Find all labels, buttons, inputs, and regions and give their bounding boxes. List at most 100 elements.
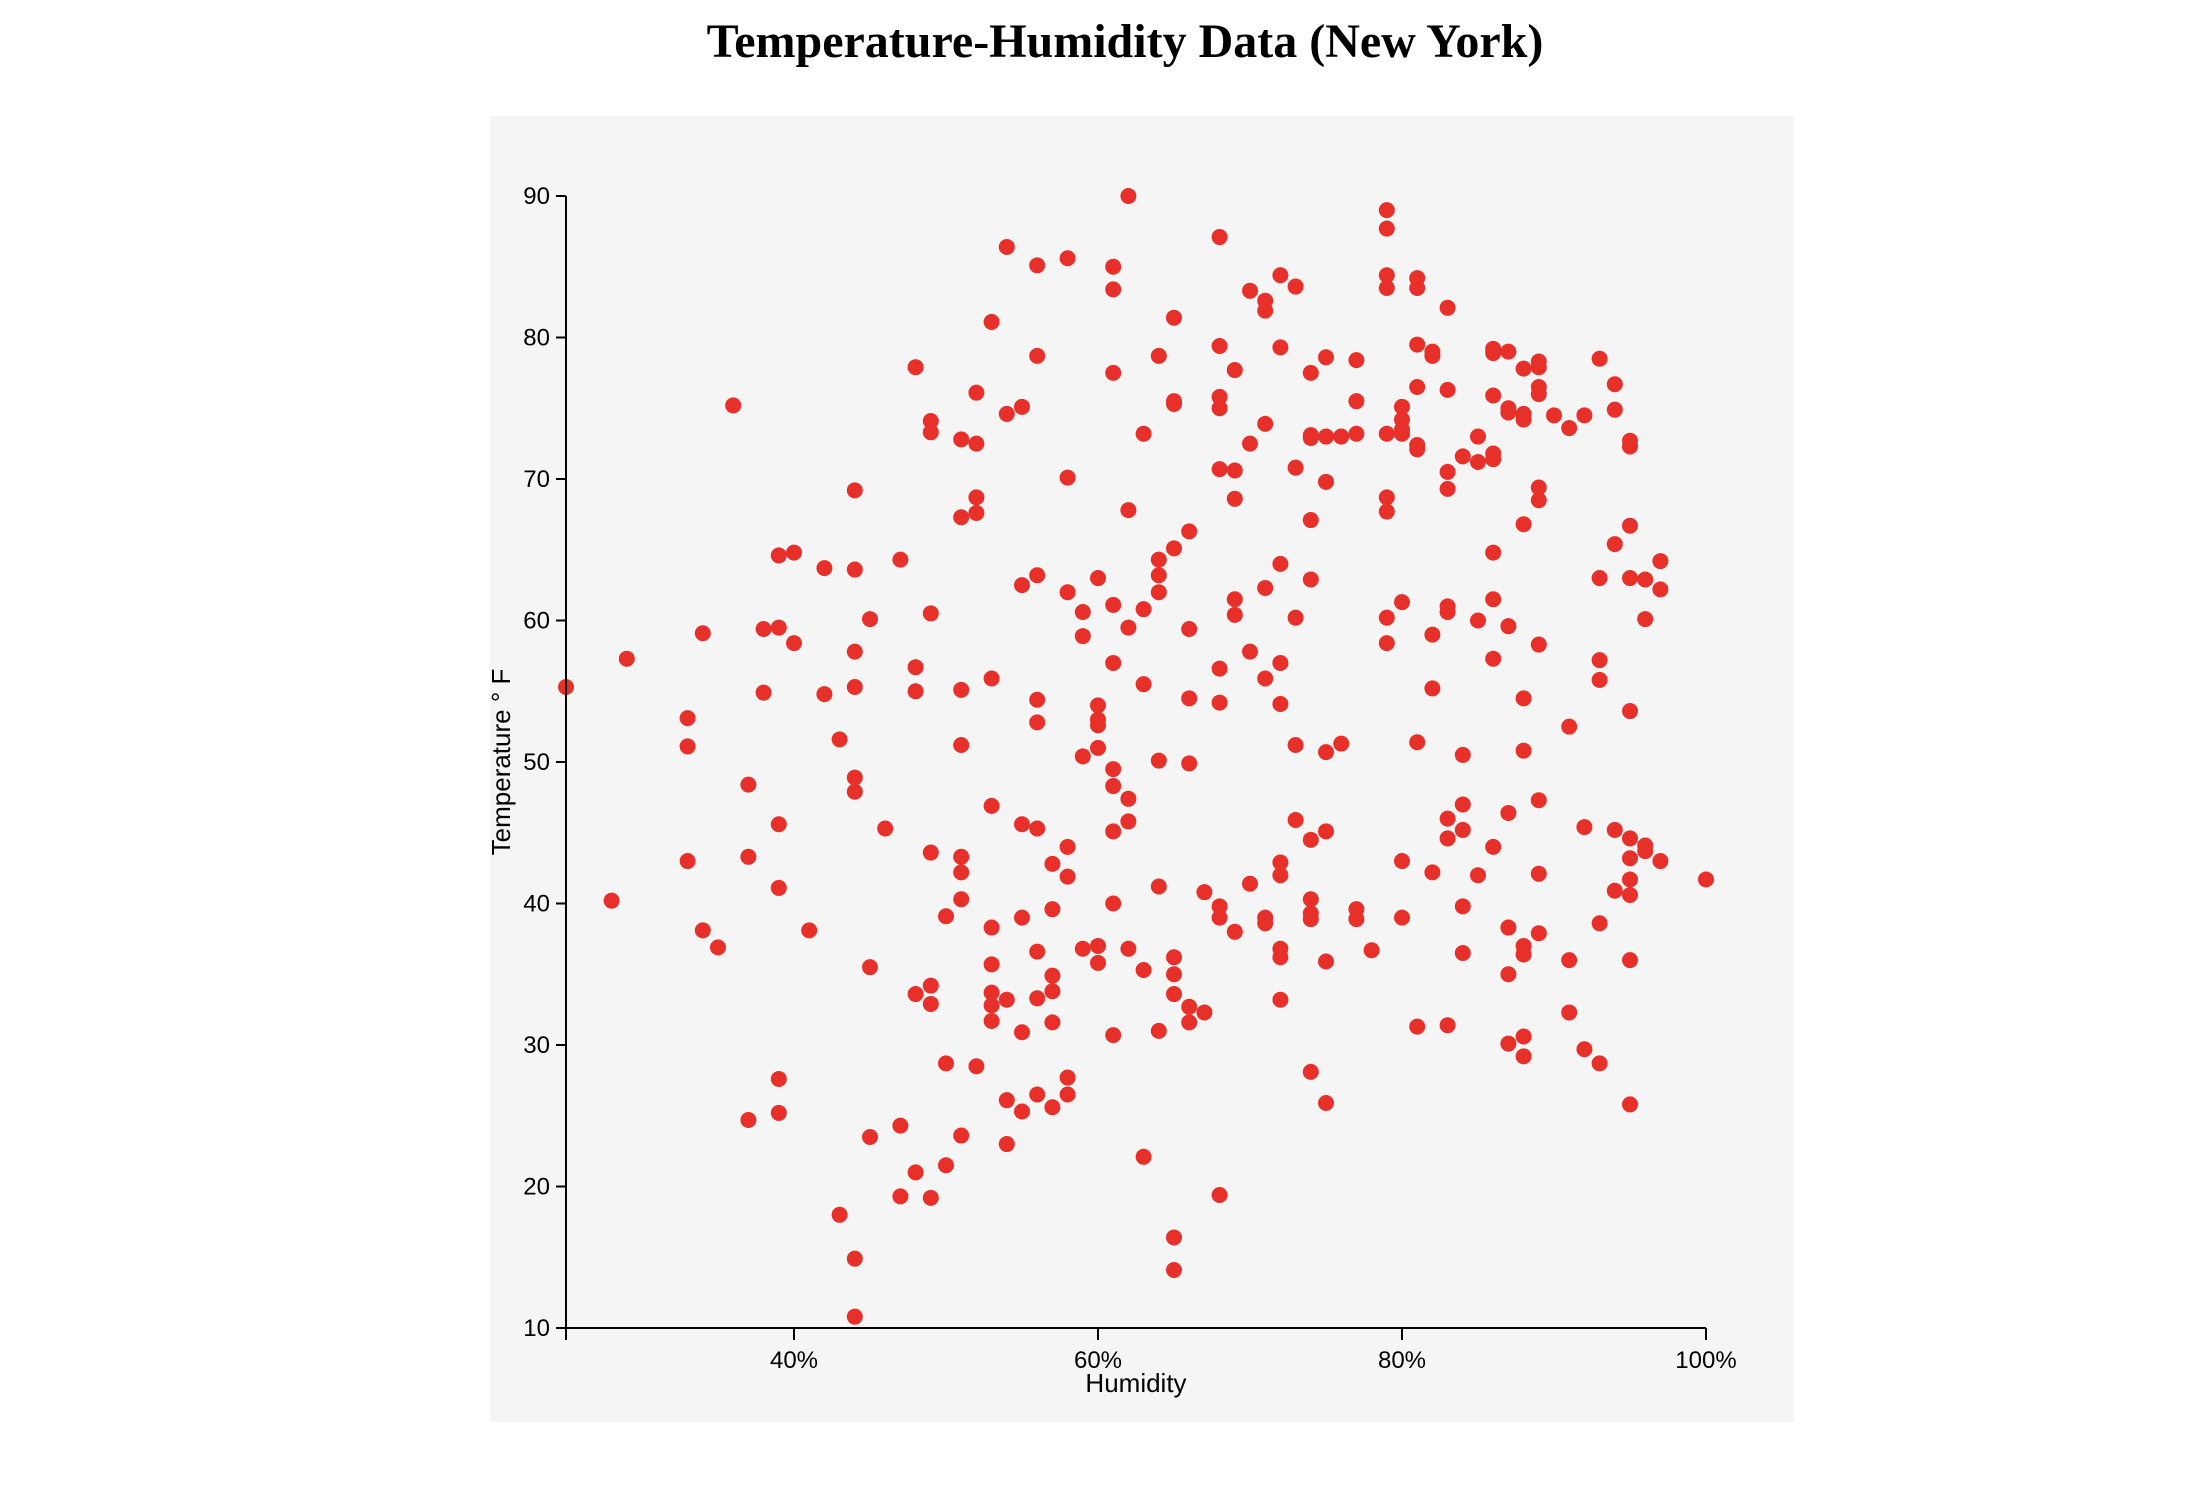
data-point	[1287, 278, 1304, 295]
data-point	[1348, 425, 1365, 442]
data-point	[1394, 425, 1410, 442]
data-point	[1591, 1055, 1608, 1072]
data-point	[968, 1058, 985, 1075]
data-point	[679, 710, 696, 727]
data-point	[1302, 891, 1319, 908]
data-point	[983, 997, 1000, 1014]
data-point	[770, 879, 787, 896]
data-point	[1378, 267, 1395, 284]
data-point	[1515, 742, 1532, 759]
data-point	[1029, 714, 1046, 731]
data-point	[1606, 536, 1623, 553]
data-point	[1500, 1035, 1517, 1052]
data-point	[1090, 697, 1106, 714]
data-point	[1014, 1103, 1030, 1120]
data-point	[1242, 435, 1258, 452]
data-point	[770, 547, 787, 564]
data-point	[1166, 540, 1182, 557]
data-point	[1181, 523, 1198, 540]
data-point	[1576, 1041, 1593, 1058]
data-point	[1378, 489, 1395, 506]
data-point	[922, 1189, 939, 1206]
data-point	[770, 1104, 787, 1121]
data-point	[1135, 962, 1152, 979]
data-point	[846, 643, 863, 660]
data-point	[740, 1111, 757, 1128]
data-point	[694, 922, 711, 939]
data-point	[1378, 635, 1395, 652]
data-point	[953, 1127, 970, 1144]
data-point	[1530, 865, 1547, 882]
data-point	[1485, 451, 1502, 468]
data-point	[1591, 671, 1608, 688]
data-point	[1272, 867, 1289, 884]
data-point	[1302, 364, 1319, 381]
data-point	[1606, 882, 1623, 899]
data-point	[1454, 448, 1471, 465]
data-point	[1059, 838, 1076, 855]
data-point	[907, 683, 924, 700]
data-point	[1378, 279, 1395, 296]
y-tick-label: 10	[523, 1315, 550, 1342]
data-point	[755, 620, 772, 637]
data-point	[1409, 379, 1426, 396]
data-point	[1105, 596, 1122, 613]
data-point	[1196, 1004, 1213, 1021]
data-point	[1166, 1229, 1182, 1246]
data-point	[862, 959, 878, 976]
data-point	[1546, 407, 1562, 424]
data-point	[786, 635, 802, 652]
y-tick-label: 40	[523, 891, 550, 918]
data-point	[1044, 855, 1061, 872]
data-point	[1424, 626, 1441, 643]
data-point	[816, 686, 833, 703]
x-axis-ticks: 40% 60% 80% 100%	[565, 1328, 1737, 1374]
x-tick-label: 60%	[1074, 1347, 1122, 1374]
data-point	[1135, 601, 1152, 618]
data-point	[1454, 746, 1471, 763]
data-point	[1226, 591, 1243, 608]
data-point	[1181, 620, 1198, 637]
data-point	[1409, 279, 1426, 296]
data-point	[1454, 796, 1471, 813]
data-point	[1348, 911, 1365, 928]
data-point	[1439, 299, 1456, 316]
data-point	[1500, 804, 1517, 821]
data-point	[1105, 281, 1122, 298]
data-point	[938, 1157, 954, 1174]
data-point	[1090, 717, 1106, 734]
data-point	[1029, 257, 1046, 274]
data-point	[1318, 428, 1334, 445]
data-point	[1059, 868, 1076, 885]
data-point	[1515, 516, 1532, 533]
data-point	[1394, 909, 1410, 926]
data-point	[983, 313, 1000, 330]
data-point	[1242, 875, 1258, 892]
data-point	[618, 650, 635, 667]
data-point	[846, 1250, 863, 1267]
data-point	[846, 1308, 863, 1325]
data-point	[1318, 953, 1334, 970]
data-point	[1515, 1028, 1532, 1045]
data-point	[1363, 942, 1380, 959]
data-point	[1074, 940, 1091, 957]
data-point	[1439, 480, 1456, 497]
data-point	[1500, 919, 1517, 936]
data-point	[1120, 188, 1137, 204]
data-point	[1530, 636, 1547, 653]
data-point	[1485, 387, 1502, 404]
data-point	[1150, 584, 1167, 601]
data-point	[1105, 654, 1122, 671]
data-point	[1500, 404, 1517, 421]
data-point	[1059, 584, 1076, 601]
data-point	[998, 405, 1015, 422]
data-point	[1591, 915, 1608, 932]
data-point	[892, 1117, 909, 1134]
data-point	[1302, 911, 1319, 928]
data-point	[1424, 864, 1441, 881]
data-point	[1166, 396, 1182, 413]
data-point	[1074, 604, 1091, 621]
data-point	[846, 679, 863, 696]
data-point	[1120, 619, 1137, 636]
